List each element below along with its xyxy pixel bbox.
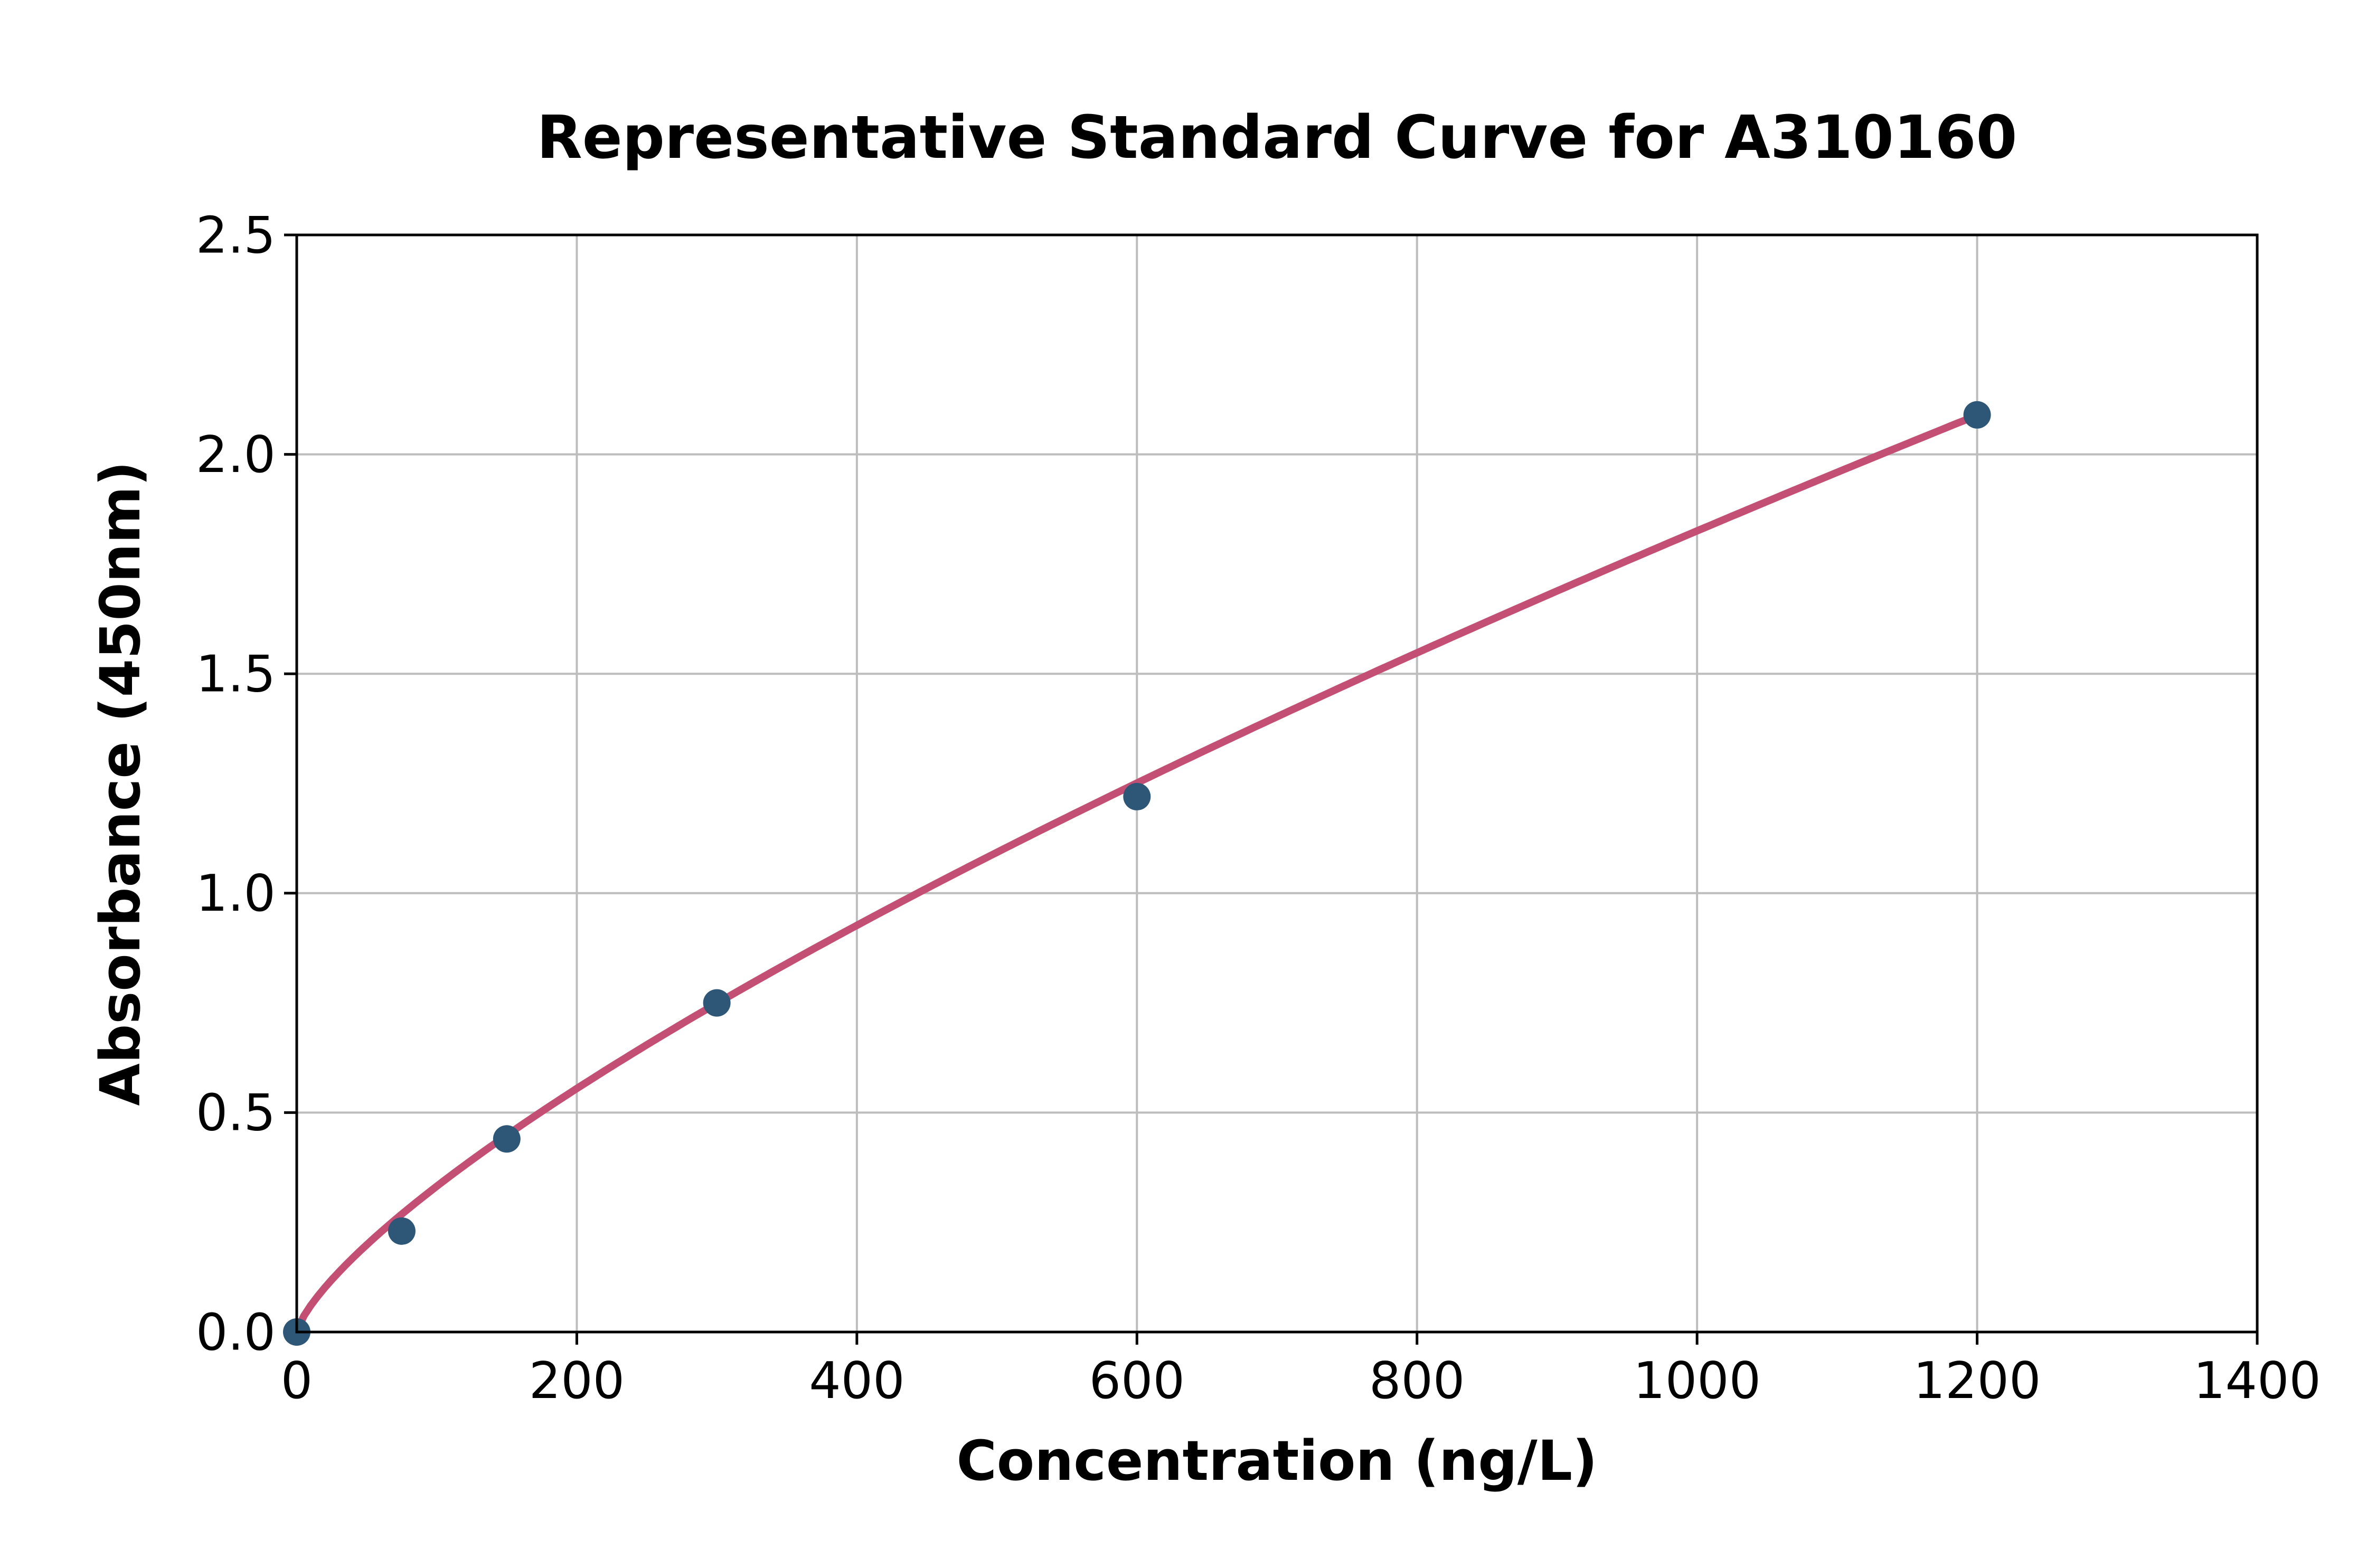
axes-box xyxy=(295,233,2259,1334)
y-tick-label: 0.0 xyxy=(196,1303,276,1362)
data-point xyxy=(703,989,731,1017)
y-tick-label: 2.5 xyxy=(196,206,276,265)
y-tick-label: 0.5 xyxy=(196,1084,276,1142)
x-axis-title: Concentration (ng/L) xyxy=(956,1429,1598,1493)
data-point xyxy=(388,1217,416,1245)
x-tick-label: 800 xyxy=(1369,1352,1465,1410)
x-tick-label: 0 xyxy=(281,1352,313,1410)
y-tick-label: 2.0 xyxy=(196,426,276,484)
y-tick-label: 1.5 xyxy=(196,645,276,703)
x-tick-label: 1200 xyxy=(1913,1352,2041,1410)
x-tick-label: 1000 xyxy=(1633,1352,1761,1410)
data-point xyxy=(1123,782,1151,810)
x-tick-label: 400 xyxy=(809,1352,904,1410)
data-point xyxy=(1963,401,1991,429)
x-tick-label: 1400 xyxy=(2193,1352,2321,1410)
chart-title: Representative Standard Curve for A31016… xyxy=(536,103,2017,172)
y-tick-label: 1.0 xyxy=(196,865,276,923)
data-point xyxy=(493,1125,521,1153)
x-tick-label: 200 xyxy=(529,1352,625,1410)
x-tick-label: 600 xyxy=(1089,1352,1185,1410)
